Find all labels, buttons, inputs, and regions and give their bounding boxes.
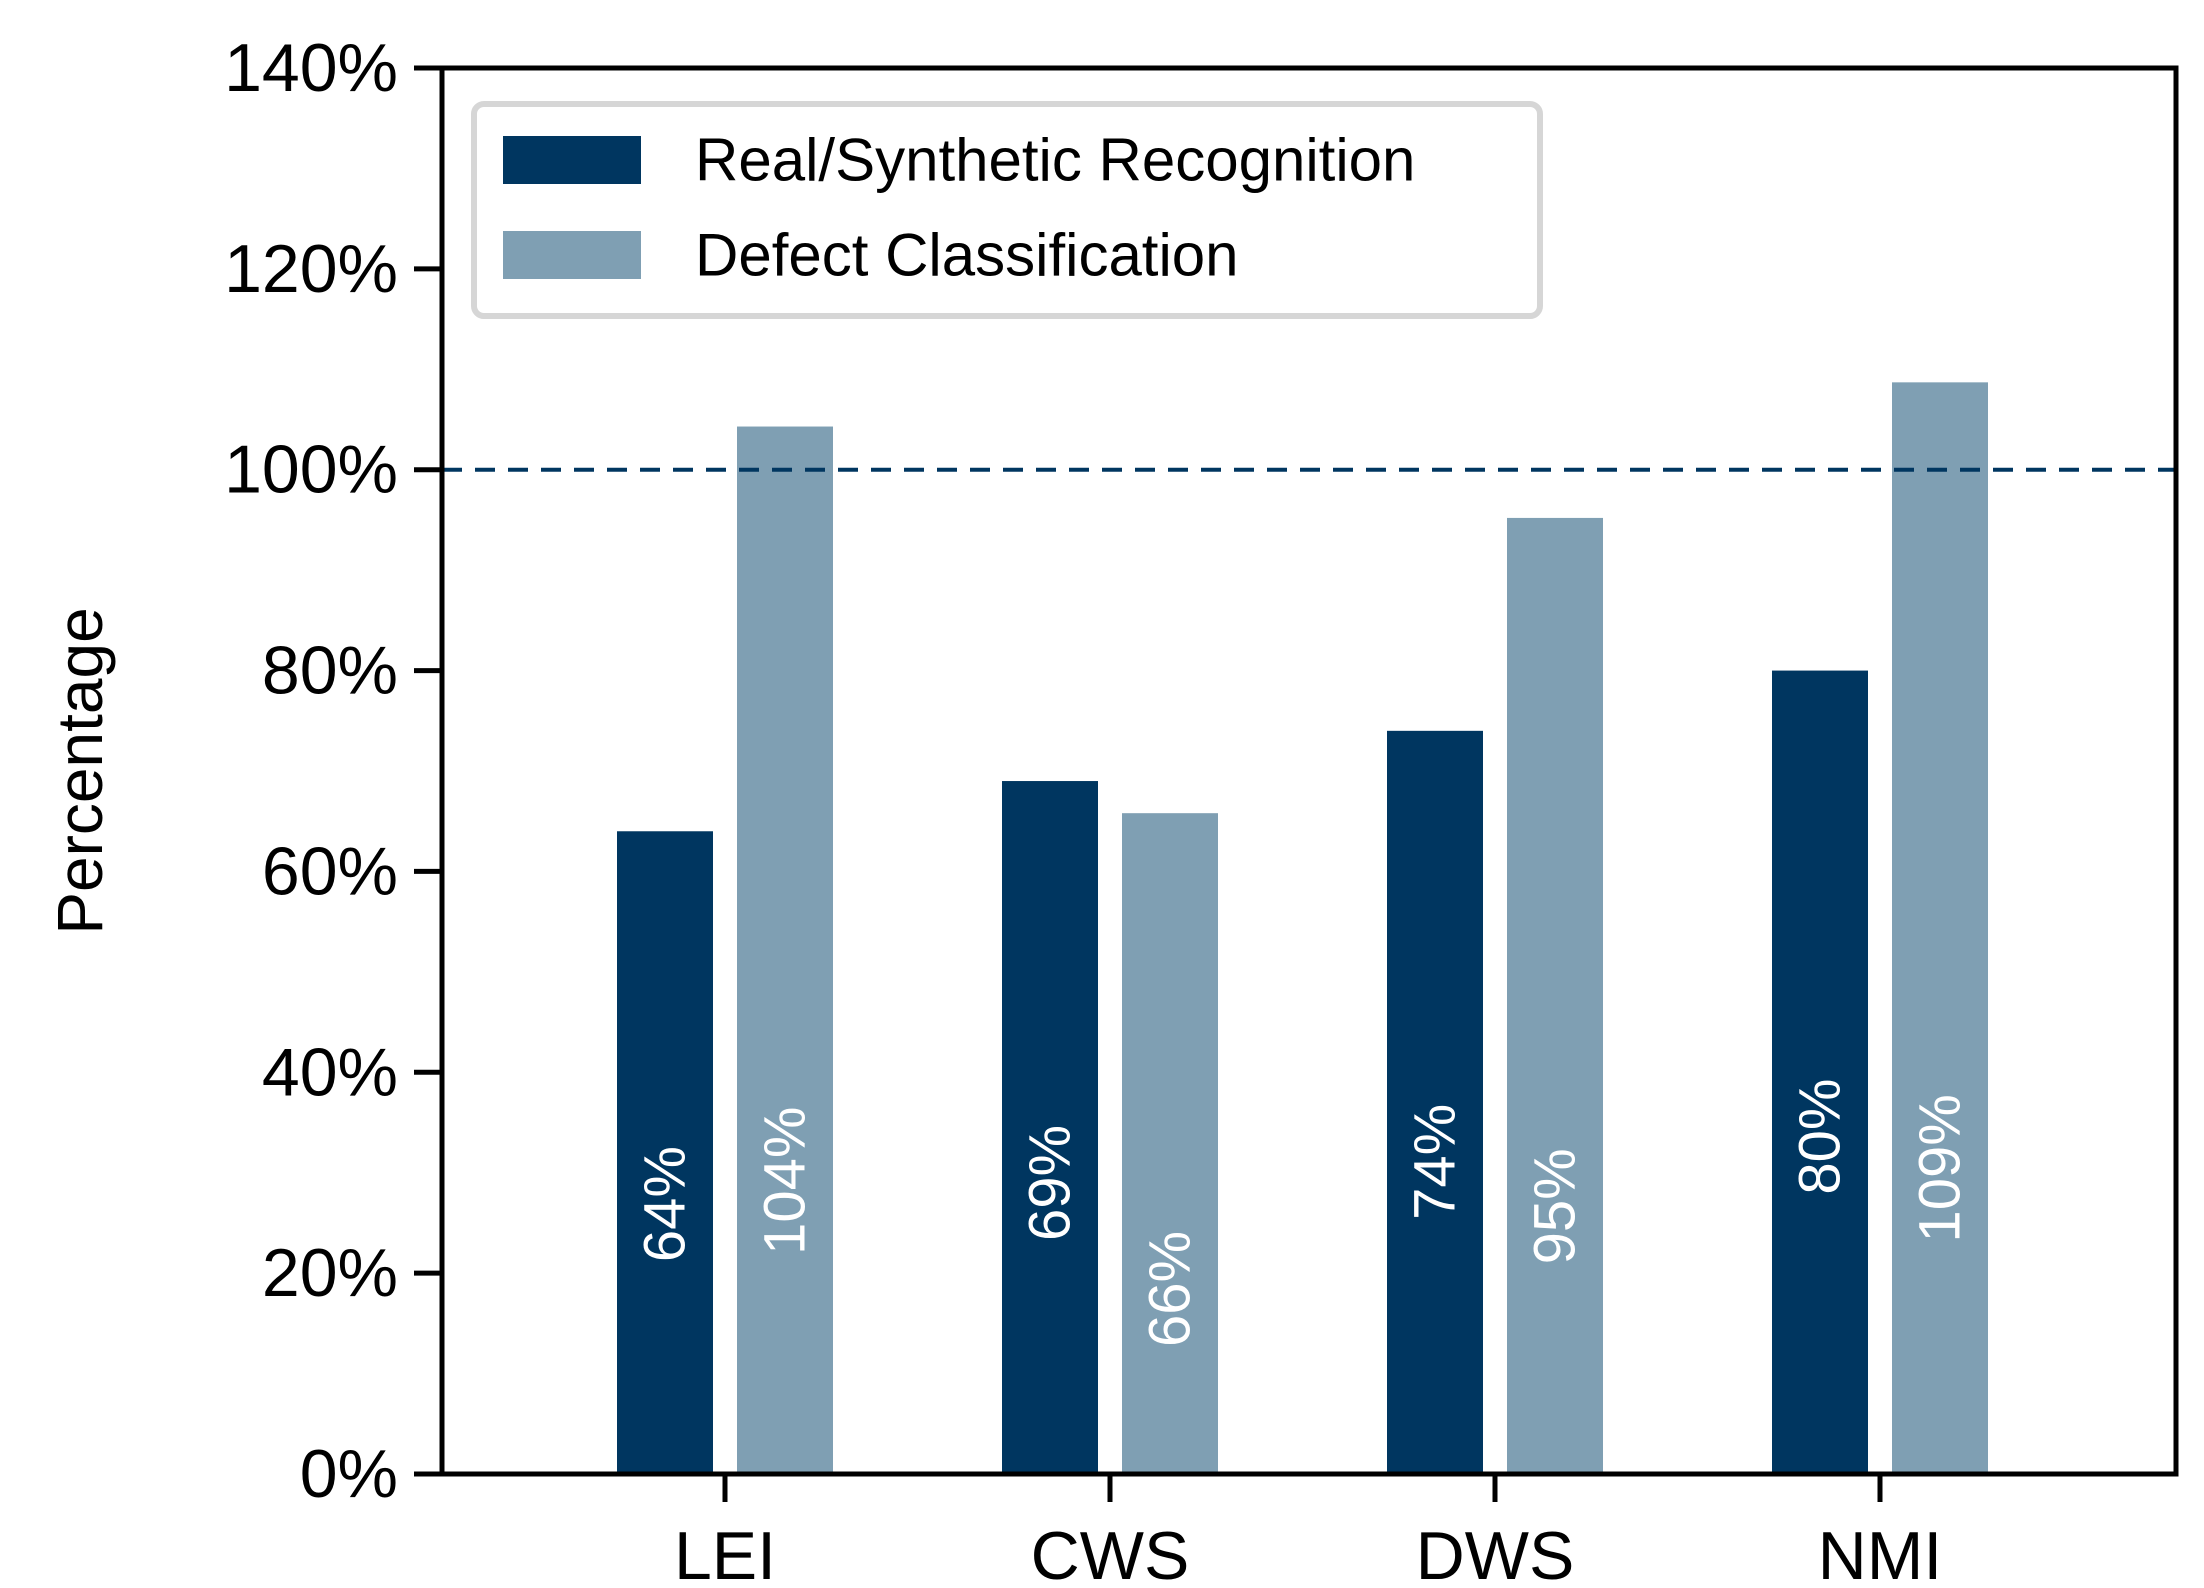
plot-frame: [439, 65, 2179, 1477]
y-tick-label: 140%: [224, 30, 398, 106]
bar-label-cws-series-1: 66%: [1138, 1231, 1203, 1347]
bar-label-dws-series-0: 74%: [1403, 1104, 1468, 1220]
bar-label-nmi-series-0: 80%: [1788, 1079, 1853, 1195]
bars-layer: [617, 382, 1988, 1474]
y-tick-label: 60%: [262, 833, 398, 909]
legend-swatch-defect-classification: [503, 231, 641, 279]
bar-dws-series-1: [1507, 517, 1603, 1474]
x-tick-label-lei: LEI: [674, 1518, 776, 1588]
bar-cws-series-1: [1122, 813, 1218, 1474]
bar-lei-series-1: [737, 426, 833, 1474]
legend: Real/Synthetic Recognition Defect Classi…: [471, 101, 1543, 319]
y-tick-label: 20%: [262, 1235, 398, 1311]
bar-dws-series-0: [1387, 730, 1483, 1474]
y-tick-label: 120%: [224, 231, 398, 307]
legend-box: [471, 101, 1543, 319]
bar-nmi-series-0: [1772, 670, 1868, 1474]
y-tick-label: 100%: [224, 432, 398, 508]
x-tick-label-nmi: NMI: [1818, 1518, 1943, 1588]
legend-label-real-synthetic: Real/Synthetic Recognition: [695, 127, 1415, 194]
x-tick-label-dws: DWS: [1416, 1518, 1575, 1588]
y-axis: 0% 20% 40% 60% 80% 100% 120% 140%: [224, 30, 442, 1512]
y-tick-label: 80%: [262, 633, 398, 709]
bar-lei-series-0: [617, 831, 713, 1474]
y-axis-title: Percentage: [44, 607, 116, 934]
y-tick-label: 0%: [300, 1436, 398, 1512]
legend-label-defect-classification: Defect Classification: [695, 222, 1239, 289]
bar-label-nmi-series-1: 109%: [1908, 1094, 1973, 1242]
bar-label-dws-series-1: 95%: [1523, 1148, 1588, 1264]
bar-nmi-series-1: [1892, 382, 1988, 1474]
legend-swatch-real-synthetic: [503, 136, 641, 184]
bar-label-lei-series-1: 104%: [753, 1107, 818, 1255]
bar-label-cws-series-0: 69%: [1018, 1125, 1083, 1241]
x-axis: LEI CWS DWS NMI: [674, 1474, 1942, 1588]
x-tick-label-cws: CWS: [1031, 1518, 1190, 1588]
bar-labels-layer: 64% 69% 74% 80% 104% 66% 95% 109%: [633, 1079, 1973, 1348]
y-tick-label: 40%: [262, 1034, 398, 1110]
bar-cws-series-0: [1002, 781, 1098, 1474]
bar-label-lei-series-0: 64%: [633, 1146, 698, 1262]
